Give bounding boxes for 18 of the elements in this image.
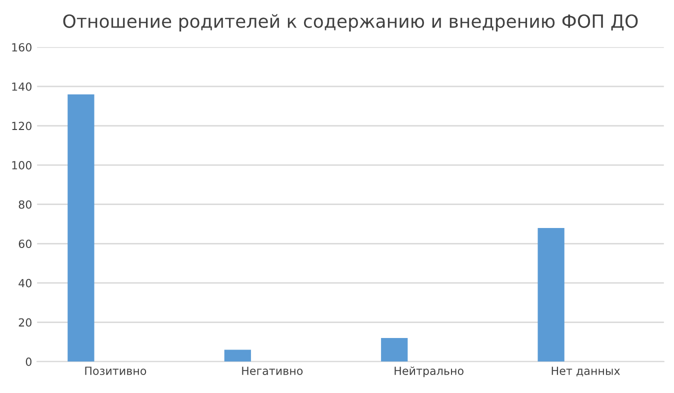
bar bbox=[68, 94, 94, 362]
chart-title: Отношение родителей к содержанию и внедрению ФОП ДО bbox=[63, 14, 638, 32]
bar bbox=[538, 228, 564, 362]
y-tick-label: 120 bbox=[12, 122, 32, 130]
y-tick-label: 20 bbox=[18, 318, 32, 327]
x-tick-label: Нейтрально bbox=[394, 366, 464, 378]
bar bbox=[224, 350, 251, 362]
x-tick-label: Негативно bbox=[242, 366, 303, 376]
y-tick-label: 0 bbox=[26, 358, 32, 366]
y-tick-label: 40 bbox=[18, 278, 32, 288]
y-tick-label: 100 bbox=[12, 161, 32, 170]
x-tick-label: Позитивно bbox=[85, 366, 146, 376]
y-tick-label: 140 bbox=[12, 82, 32, 91]
y-tick-label: 60 bbox=[18, 240, 32, 248]
y-tick-label: 160 bbox=[12, 43, 32, 52]
bar bbox=[381, 338, 408, 362]
y-tick-label: 80 bbox=[18, 200, 32, 209]
x-tick-label: Нет данных bbox=[552, 366, 620, 376]
